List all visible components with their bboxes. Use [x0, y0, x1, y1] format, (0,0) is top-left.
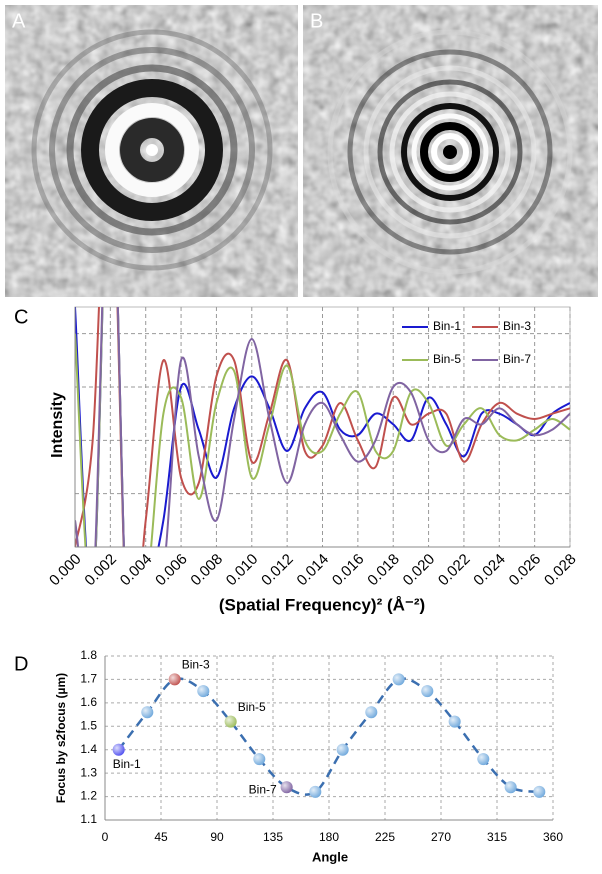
x-tick-label: 0.016: [329, 551, 368, 590]
point-shine: [477, 753, 490, 766]
x-tick-label: 0.014: [294, 551, 333, 590]
point-shine: [168, 673, 181, 686]
x-axis-title: (Spatial Frequency)² (Å⁻²): [219, 595, 425, 614]
y-tick-label: 1.8: [80, 648, 97, 662]
x-tick-label: 0.020: [400, 551, 439, 590]
y-tick-label: 1.4: [80, 742, 97, 756]
series-line: [75, 307, 570, 547]
point-shine: [448, 715, 461, 728]
point-shine: [392, 673, 405, 686]
plot-lines: [75, 307, 570, 547]
x-tick-label: 0.024: [470, 551, 509, 590]
x-tick-label: 0.012: [258, 551, 297, 590]
point-label: Bin-7: [249, 782, 277, 796]
point-label: Bin-5: [238, 700, 266, 714]
point-shine: [141, 706, 154, 719]
x-tick-label: 0.002: [81, 551, 120, 590]
x-tick-label: 0.006: [152, 551, 191, 590]
y-tick-label: 1.2: [80, 789, 97, 803]
image-b: [303, 5, 598, 297]
point-label: Bin-3: [182, 658, 210, 672]
x-tick-label: 360: [543, 830, 563, 844]
y-tick-label: 1.3: [80, 765, 97, 779]
x-tick-label: 0.022: [435, 551, 474, 590]
x-tick-label: 0.008: [187, 551, 226, 590]
panel-label: A: [12, 10, 26, 32]
point-shine: [365, 706, 378, 719]
x-tick-label: 135: [263, 830, 283, 844]
x-tick-label: 90: [210, 830, 224, 844]
point-shine: [112, 743, 125, 756]
x-tick-label: 0.000: [46, 551, 85, 590]
point-shine: [224, 715, 237, 728]
point-shine: [309, 785, 322, 798]
x-tick-label: 0.018: [364, 551, 403, 590]
panel-label: D: [14, 653, 28, 675]
y-tick-label: 1.6: [80, 695, 97, 709]
point-shine: [533, 785, 546, 798]
series-line: [75, 307, 570, 547]
point-shine: [280, 781, 293, 794]
x-tick-label: 0.010: [223, 551, 262, 590]
point-shine: [421, 685, 434, 698]
fit-line: [117, 677, 540, 796]
legend-label: Bin-7: [503, 352, 531, 366]
point-shine: [504, 781, 517, 794]
y-tick-label: 1.5: [80, 718, 97, 732]
panel-label: B: [310, 10, 323, 32]
y-axis-title: Focus by s2focus (µm): [54, 673, 68, 803]
point-label: Bin-1: [113, 757, 141, 771]
legend-label: Bin-3: [503, 319, 531, 333]
legend-label: Bin-5: [433, 352, 461, 366]
x-tick-label: 315: [487, 830, 507, 844]
y-axis-title: Intensity: [49, 392, 66, 458]
x-tick-label: 0: [102, 830, 109, 844]
point-shine: [197, 685, 210, 698]
y-tick-label: 1.7: [80, 672, 97, 686]
x-tick-label: 270: [431, 830, 451, 844]
image-a: [5, 5, 298, 297]
x-tick-label: 0.026: [506, 551, 545, 590]
point-shine: [253, 753, 266, 766]
panel-label: C: [14, 306, 28, 328]
x-tick-label: 45: [154, 830, 168, 844]
x-tick-label: 0.004: [117, 551, 156, 590]
y-tick-label: 1.1: [80, 812, 97, 826]
x-axis-title: Angle: [312, 849, 348, 864]
point-shine: [336, 743, 349, 756]
x-tick-label: 0.028: [541, 551, 580, 590]
x-tick-label: 225: [375, 830, 395, 844]
legend-label: Bin-1: [433, 319, 461, 333]
x-tick-label: 180: [319, 830, 339, 844]
